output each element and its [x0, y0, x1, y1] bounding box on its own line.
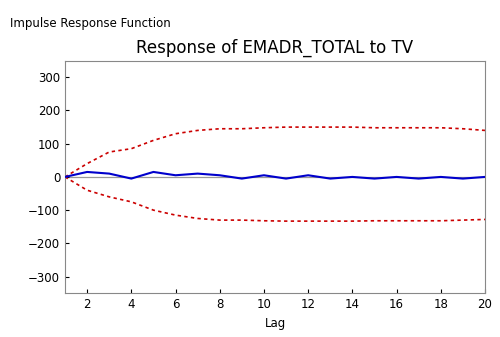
Title: Response of EMADR_TOTAL to TV: Response of EMADR_TOTAL to TV — [136, 38, 413, 57]
Text: Impulse Response Function: Impulse Response Function — [10, 18, 171, 30]
X-axis label: Lag: Lag — [264, 316, 285, 330]
